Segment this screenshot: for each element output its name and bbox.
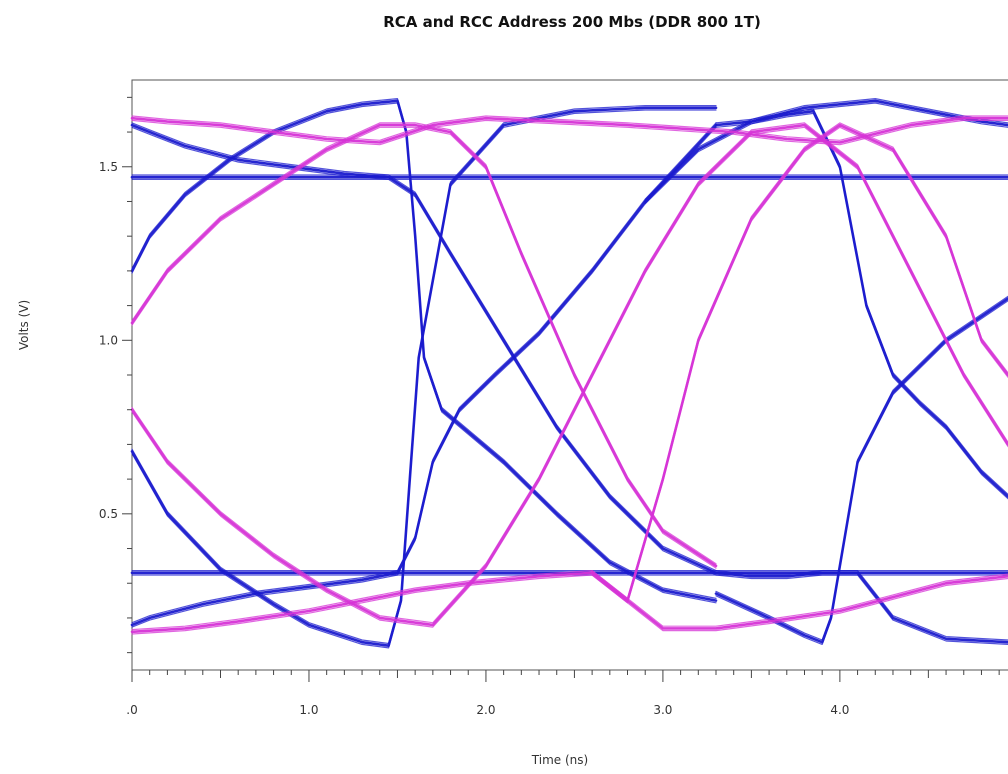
series-group (130, 98, 1008, 649)
x-axis-label: Time (ns) (531, 753, 588, 767)
series-line (714, 109, 1008, 498)
x-tick-label: 4.0 (830, 703, 849, 717)
series-line (715, 570, 1008, 641)
series-line (715, 300, 1008, 645)
series-line (715, 295, 1008, 641)
y-tick-label: 0.5 (99, 507, 118, 521)
series-trace-4 (130, 98, 718, 604)
series-trace-14 (590, 122, 1008, 604)
series-line (131, 122, 717, 572)
series-line (131, 105, 717, 645)
y-axis-label: Volts (V) (17, 300, 31, 350)
series-line (590, 123, 1008, 602)
series-trace-8 (714, 570, 1008, 645)
series-trace-6 (643, 98, 1008, 205)
series-line (131, 119, 1008, 146)
series-line (715, 108, 1008, 495)
series-trace-9 (714, 108, 1008, 500)
series-line (131, 126, 717, 569)
series-trace-3 (130, 122, 718, 628)
y-tick-label: 1.5 (99, 160, 118, 174)
series-line (131, 574, 1008, 635)
y-tick-label: 1.0 (99, 333, 118, 347)
series-trace-7 (714, 295, 1008, 645)
series-trace-5 (130, 105, 718, 649)
series-trace-11 (130, 570, 1008, 635)
x-tick-label: 1.0 (299, 703, 318, 717)
series-line (714, 571, 1008, 644)
plot-frame (131, 79, 1008, 671)
series-line (130, 123, 718, 575)
series-line (131, 109, 717, 649)
series-line (131, 126, 1008, 628)
series-line (715, 574, 1008, 645)
x-axis: .0 1.0 2.0 3.0 4.0 (126, 670, 1000, 717)
x-tick-label: .0 (126, 703, 137, 717)
series-trace-13 (130, 122, 1008, 628)
series-line (130, 99, 718, 602)
series-line (131, 126, 717, 576)
series-line (714, 297, 1008, 644)
series-line (131, 570, 1008, 631)
chart-title: RCA and RCC Address 200 Mbs (DDR 800 1T) (383, 13, 761, 31)
series-line (130, 123, 718, 627)
series-line (715, 112, 1008, 500)
y-axis: 0.5 1.0 1.5 (99, 96, 132, 654)
series-line (644, 102, 1008, 205)
x-tick-label: 2.0 (476, 703, 495, 717)
series-trace-2 (130, 122, 718, 576)
series-line (130, 106, 718, 647)
series-trace-0 (130, 174, 1008, 180)
series-line (130, 571, 1008, 634)
series-line (131, 122, 717, 624)
series-line (130, 123, 718, 568)
series-line (130, 123, 1008, 627)
series-line (131, 126, 717, 628)
series-trace-12 (130, 122, 718, 569)
series-line (591, 126, 1008, 604)
x-tick-label: 3.0 (653, 703, 672, 717)
